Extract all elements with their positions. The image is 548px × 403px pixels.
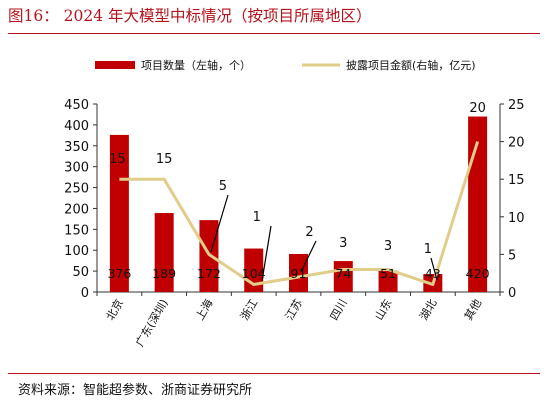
y-left-tick-label: 100 [64,244,89,259]
line-value-label-7: 1 [424,242,432,257]
line-value-label-1: 15 [156,152,173,167]
bar-value-label-3: 104 [242,266,266,281]
line-label-callout-7 [430,257,438,281]
y-left-tick-label: 50 [72,265,89,280]
line-value-label-2: 5 [219,179,227,194]
bar-value-label-1: 189 [152,266,176,281]
line-label-callout-4 [300,240,317,273]
amount-line [119,141,480,286]
bar-4 [289,253,308,292]
title-rule [8,33,540,34]
line-value-label-6: 3 [384,239,392,254]
line-label-callout-3 [261,225,272,282]
y-left-tick-label: 250 [64,182,89,197]
y-left-tick-label: 450 [64,98,89,113]
y-right-tick-label: 25 [508,98,525,113]
line-value-label-3: 1 [253,210,261,225]
y-right-tick-label: 20 [508,136,525,151]
x-tick-label-2: 上海 [192,297,215,323]
y-left-tick-label: 300 [64,161,89,176]
source-rule [8,373,540,374]
bar-value-label-8: 420 [466,266,490,281]
line-value-label-5: 3 [339,236,347,251]
bar-value-label-5: 74 [335,266,351,281]
legend-bar-swatch [95,61,135,69]
y-left-tick-label: 400 [64,119,89,134]
x-tick-label-7: 湖北 [417,297,439,323]
bar-0 [109,134,129,292]
x-tick-label-1: 广东(深圳) [133,297,171,349]
x-tick-label-4: 江苏 [283,297,305,323]
y-left-tick-label: 200 [64,202,89,217]
y-right-tick-label: 0 [508,286,516,301]
line-value-label-4: 2 [305,225,313,240]
y-left-tick-label: 350 [64,140,89,155]
bar-6 [378,270,398,292]
y-right-tick-label: 15 [508,173,525,188]
y-left-tick-label: 150 [64,223,89,238]
chart-title: 图16： 2024 年大模型中标情况（按项目所属地区） [8,7,372,25]
x-tick-label-3: 浙江 [238,297,260,323]
bar-value-label-0: 376 [107,266,131,281]
x-tick-label-6: 山东 [372,297,394,323]
bar-value-label-6: 51 [380,266,396,281]
source-note: 资料来源：智能超参数、浙商证券研究所 [18,383,253,398]
line-value-label-8: 20 [469,101,486,116]
x-tick-label-5: 四川 [328,297,350,323]
y-right-tick-label: 10 [508,211,525,226]
bar-value-label-4: 91 [291,266,307,281]
bar-value-label-2: 172 [197,266,221,281]
legend-line-label: 披露项目金额(右轴，亿元) [346,58,476,72]
y-right-tick-label: 5 [508,248,516,263]
x-tick-label-8: 其他 [462,297,484,323]
bar-value-label-7: 43 [425,266,441,281]
y-left-tick-label: 0 [81,286,89,301]
x-tick-label-0: 北京 [103,297,126,323]
bar-1 [154,213,174,292]
line-value-label-0: 15 [109,152,126,167]
line-label-callout-2 [210,194,229,253]
legend-bar-label: 项目数量（左轴，个） [141,58,251,72]
